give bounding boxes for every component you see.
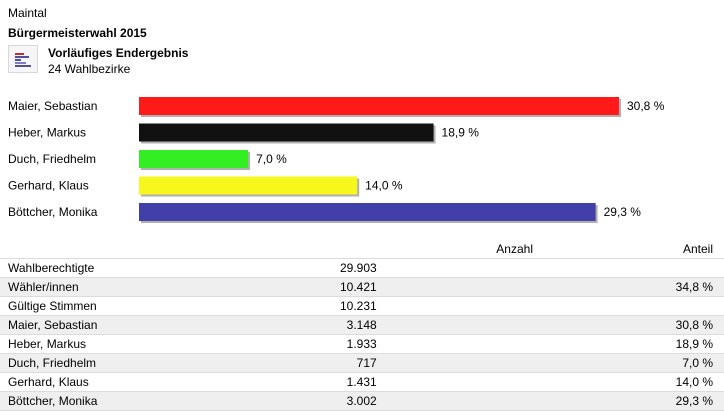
row-name: Wähler/innen: [0, 277, 340, 297]
table-row: Duch, Friedhelm 717 7,0 %: [0, 353, 724, 373]
table-row: Wähler/innen 10.421 34,8 %: [0, 277, 724, 297]
result-status: Vorläufiges Endergebnis: [48, 46, 189, 60]
bar[interactable]: [139, 203, 596, 221]
category-label: Heber, Markus: [8, 126, 86, 140]
table-row: Wahlberechtigte 29.903: [0, 258, 724, 278]
row-name: Maier, Sebastian: [0, 315, 340, 335]
row-count: 10.231: [340, 296, 568, 316]
table-row: Gerhard, Klaus 1.431 14,0 %: [0, 372, 724, 392]
row-share: 7,0 %: [567, 353, 724, 373]
bar[interactable]: [139, 123, 434, 142]
value-label: 18,9 %: [442, 126, 480, 140]
table-row: Gültige Stimmen 10.231: [0, 296, 724, 316]
bar-chart-icon[interactable]: [8, 45, 38, 73]
results-bar-chart: Maier, Sebastian 30,8 % Heber, Markus 18,9 …: [8, 97, 665, 223]
row-count: 3.148: [340, 315, 568, 335]
row-name: Böttcher, Monika: [0, 391, 340, 411]
table-row: Heber, Markus 1.933 18,9 %: [0, 334, 724, 354]
row-share: 34,8 %: [567, 277, 724, 297]
results-table: Wahlberechtigte 29.903 Wähler/innen 10.421 3…: [0, 258, 724, 411]
value-label: 7,0 %: [256, 152, 287, 166]
row-count: 3.002: [340, 391, 568, 411]
row-share: 30,8 %: [567, 315, 724, 335]
table-row: Maier, Sebastian 3.148 30,8 %: [0, 315, 724, 335]
row-count: 29.903: [340, 258, 568, 278]
value-label: 14,0 %: [365, 179, 403, 193]
row-share: 29,3 %: [567, 391, 724, 411]
category-label: Maier, Sebastian: [8, 99, 97, 113]
column-header-count: Anzahl: [496, 242, 533, 256]
column-header-share: Anteil: [682, 242, 713, 256]
place-name: Maintal: [8, 6, 47, 20]
row-name: Heber, Markus: [0, 334, 340, 354]
value-label: 30,8 %: [627, 99, 665, 113]
row-name: Wahlberechtigte: [0, 258, 340, 278]
table-header: Anzahl Anteil: [0, 240, 724, 258]
row-count: 1.933: [340, 334, 568, 354]
bar[interactable]: [139, 97, 619, 115]
row-share: [567, 258, 724, 278]
value-label: 29,3 %: [604, 205, 642, 219]
row-count: 1.431: [340, 372, 568, 392]
category-label: Gerhard, Klaus: [8, 179, 89, 193]
row-name: Duch, Friedhelm: [0, 353, 340, 373]
row-share: 18,9 %: [567, 334, 724, 354]
bar[interactable]: [139, 150, 249, 168]
row-share: [567, 296, 724, 316]
district-count: 24 Wahlbezirke: [48, 62, 131, 76]
row-share: 14,0 %: [567, 372, 724, 392]
category-label: Böttcher, Monika: [8, 205, 98, 219]
table-row: Böttcher, Monika 3.002 29,3 %: [0, 391, 724, 411]
election-title: Bürgermeisterwahl 2015: [8, 26, 147, 40]
row-count: 10.421: [340, 277, 568, 297]
row-name: Gültige Stimmen: [0, 296, 340, 316]
bar[interactable]: [139, 176, 358, 195]
row-name: Gerhard, Klaus: [0, 372, 340, 392]
category-label: Duch, Friedhelm: [8, 152, 96, 166]
row-count: 717: [340, 353, 568, 373]
